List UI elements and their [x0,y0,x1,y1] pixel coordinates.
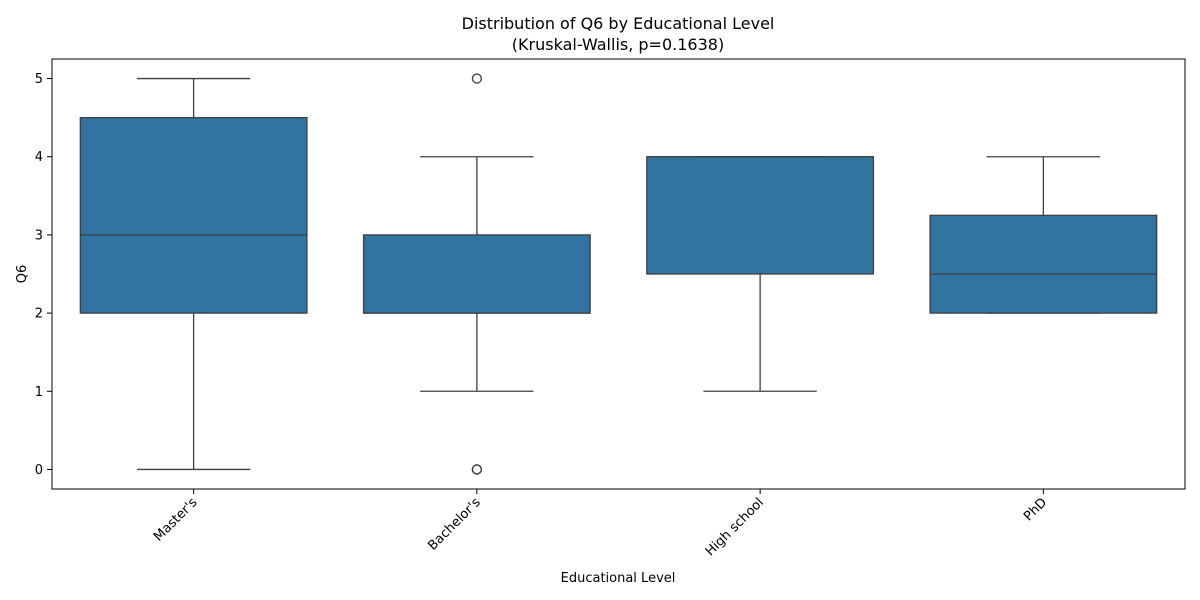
outlier-point [471,73,483,84]
box-group-bachelor-s [362,73,591,475]
y-tick-label: 3 [35,228,43,243]
box-iqr [646,156,875,275]
box-group-high-school [646,156,875,392]
x-tick-label: PhD [1021,495,1050,524]
box-iqr [79,116,308,314]
plot-frame [51,58,1186,490]
x-axis-label: Educational Level [561,571,676,586]
x-tick-label: Master's [151,495,200,544]
box-group-master-s [79,77,308,471]
chart-title-line2: (Kruskal-Wallis, p=0.1638) [512,35,724,54]
box-iqr [362,234,591,314]
y-tick-label: 2 [35,307,43,322]
x-axis-ticks: Master's Bachelor's High school PhD [151,489,1050,559]
chart-title-line1: Distribution of Q6 by Educational Level [462,14,775,33]
box-iqr [929,214,1158,314]
x-tick-label: High school [703,495,767,559]
y-axis-label: Q6 [15,265,30,284]
y-tick-label: 4 [35,150,43,165]
x-tick-label: Bachelor's [425,495,484,554]
plot-area [79,73,1158,475]
y-tick-label: 0 [35,463,43,478]
y-axis-ticks: 0 1 2 3 4 5 [35,72,52,478]
y-tick-label: 1 [35,385,43,400]
y-tick-label: 5 [35,72,43,87]
outlier-point [471,464,483,475]
box-group-phd [929,156,1158,314]
